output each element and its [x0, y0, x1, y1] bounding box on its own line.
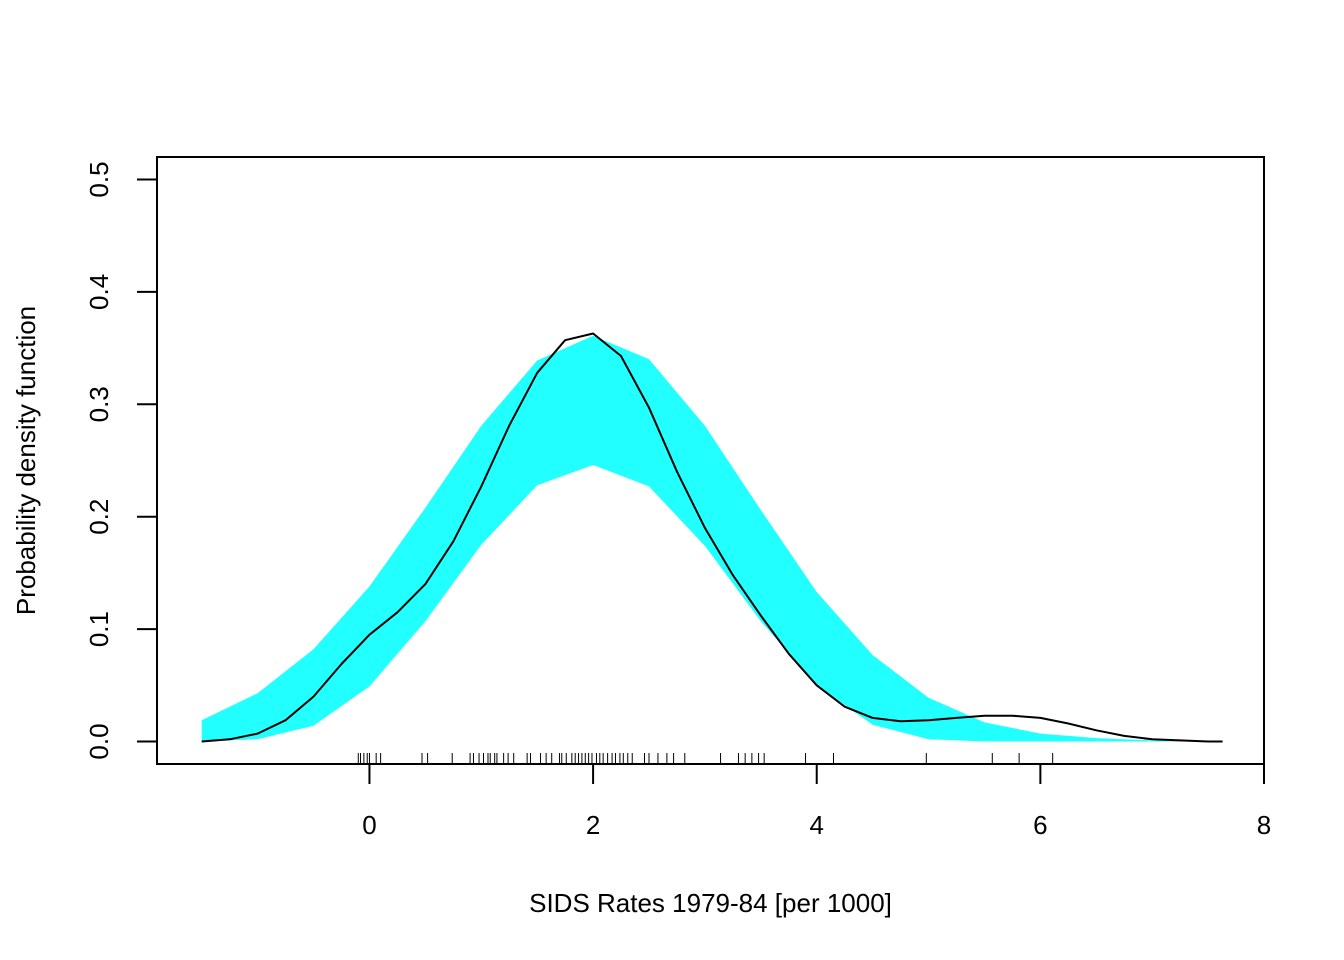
y-axis: 0.0 0.1 0.2 0.3 0.4 0.5 — [84, 161, 158, 760]
x-tick-label-3: 6 — [1033, 810, 1047, 840]
x-tick-label-1: 2 — [586, 810, 600, 840]
y-tick-label-1: 0.1 — [84, 611, 114, 647]
x-axis-title: SIDS Rates 1979-84 [per 1000] — [529, 888, 892, 918]
x-axis: 0 2 4 6 8 — [362, 763, 1271, 840]
y-axis-title: Probability density function — [11, 306, 41, 615]
density-line-0 — [201, 332, 1223, 743]
y-tick-label-0: 0.0 — [84, 723, 114, 759]
x-tick-label-4: 8 — [1257, 810, 1271, 840]
x-tick-label-2: 4 — [809, 810, 823, 840]
y-tick-label-4: 0.4 — [84, 274, 114, 310]
band-area — [201, 335, 1209, 742]
rug-marks — [357, 753, 1054, 764]
y-tick-label-5: 0.5 — [84, 161, 114, 197]
x-tick-label-0: 0 — [362, 810, 376, 840]
y-tick-label-3: 0.3 — [84, 386, 114, 422]
confidence-band — [201, 335, 1209, 742]
y-tick-label-2: 0.2 — [84, 499, 114, 535]
density-curve-layer — [201, 332, 1223, 743]
